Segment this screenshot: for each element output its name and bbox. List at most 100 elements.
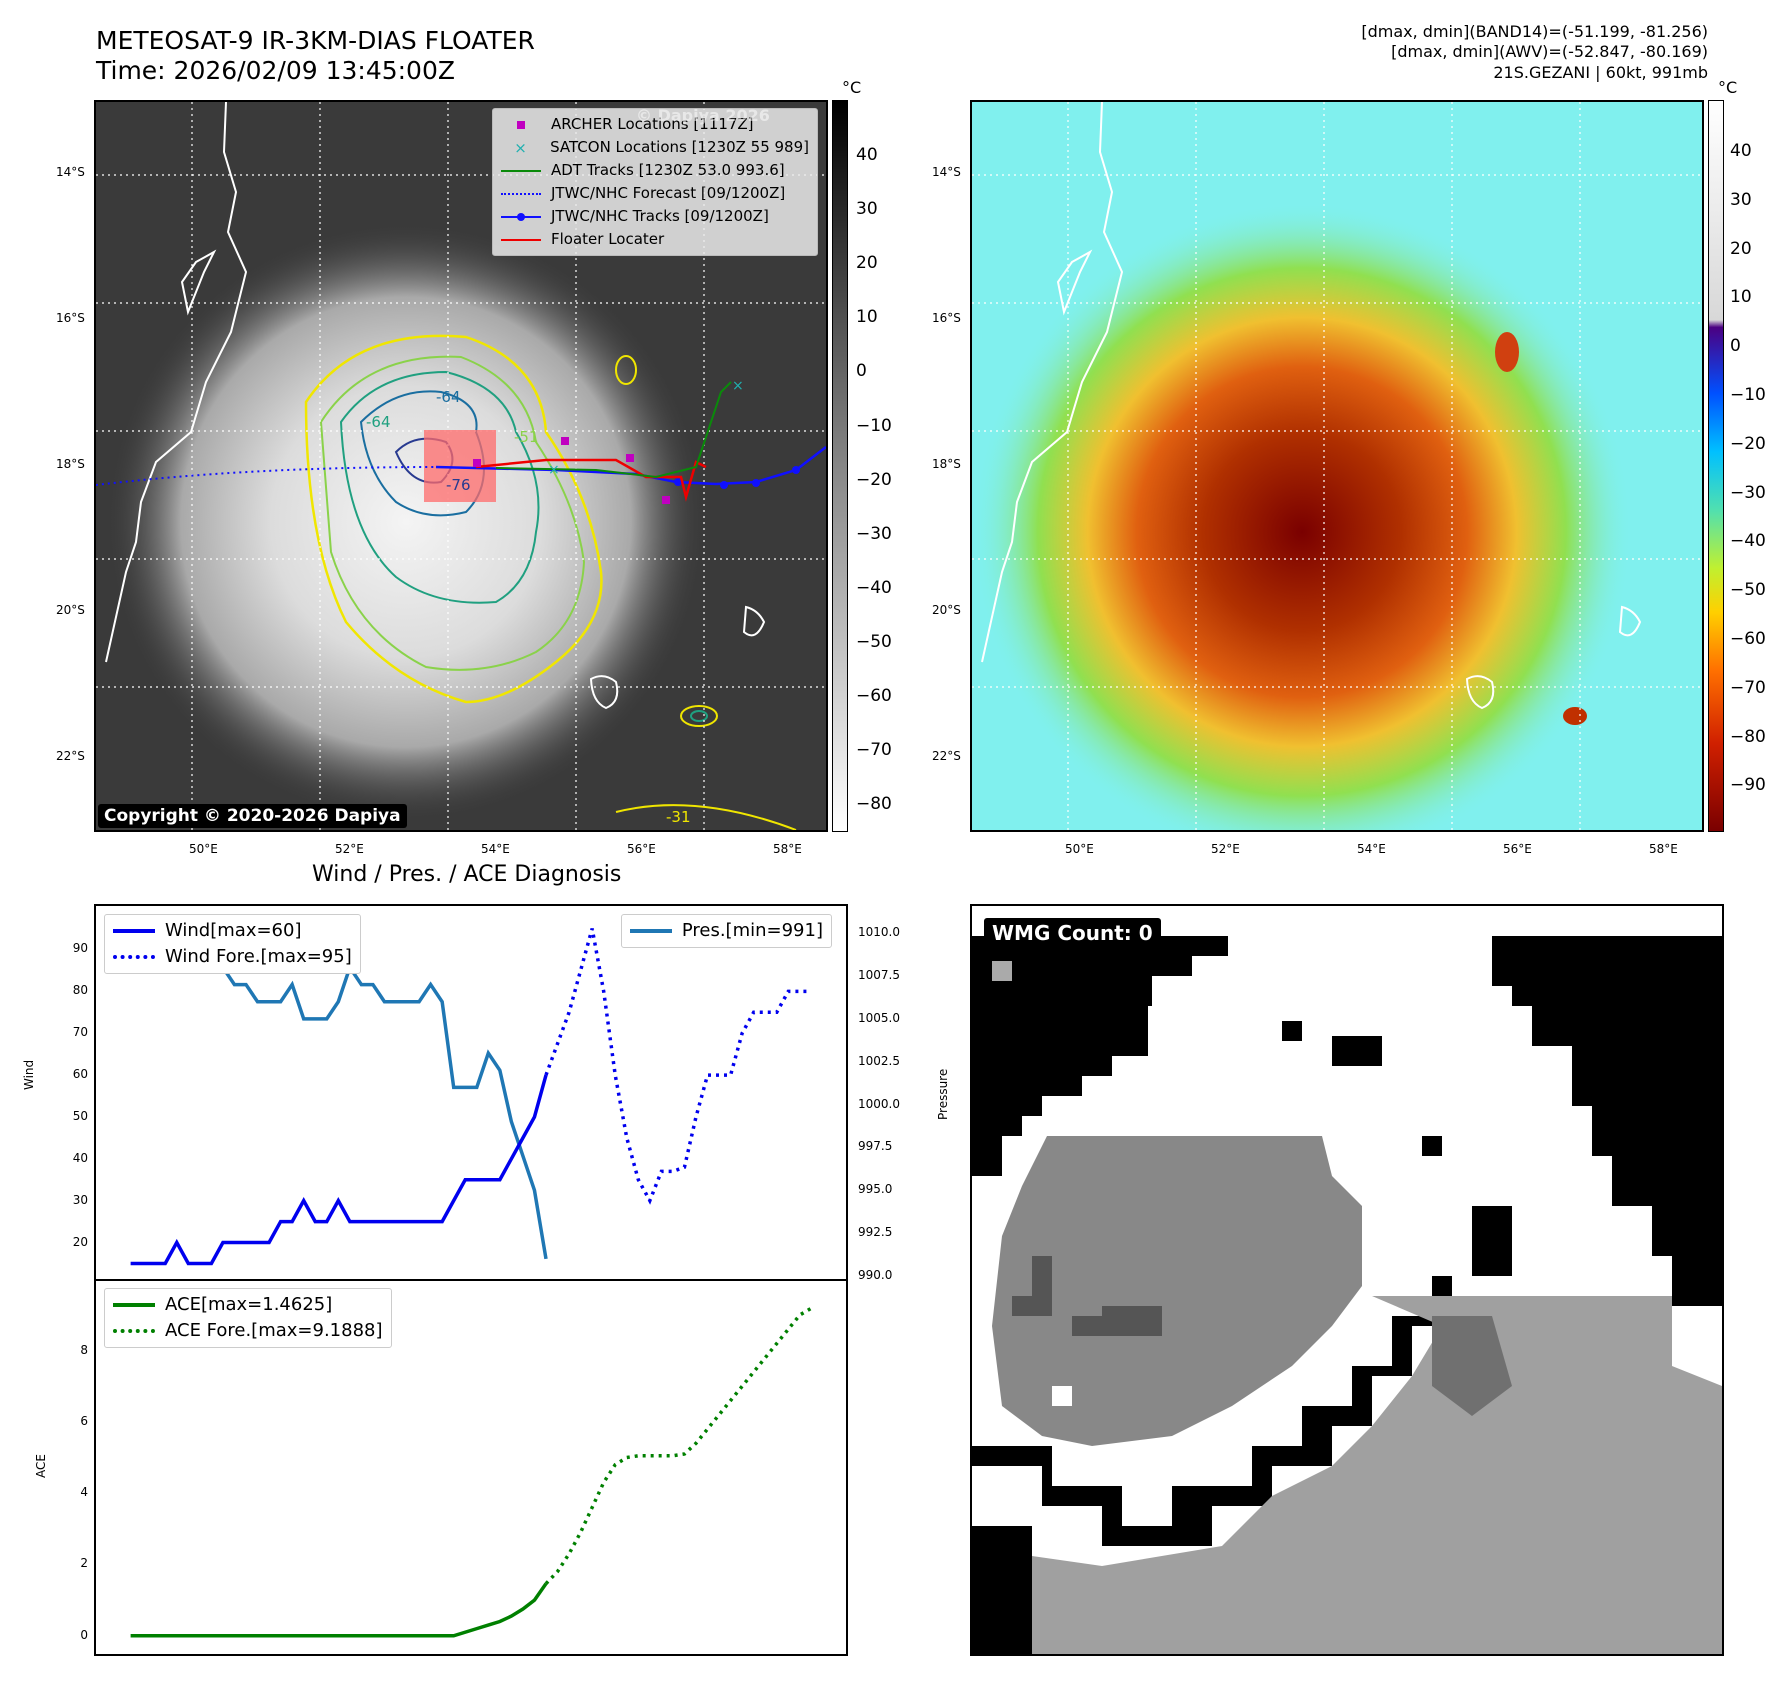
wind-line: [130, 1074, 548, 1266]
lat-label: 14°S: [56, 165, 85, 179]
colorbar-unit: °C: [842, 78, 862, 97]
colorbar-tick: 10: [856, 307, 878, 328]
colorbar-tick: −80: [1730, 726, 1766, 747]
wind-tick: 20: [72, 1234, 88, 1249]
satcon-marker: ×: [548, 462, 560, 478]
ir-map: × × -64 -64 -51 -76 -31: [96, 102, 826, 830]
legend-item-ace-fore: ACE Fore.[max=9.1888]: [113, 1318, 383, 1344]
colorbar-tick: 0: [856, 361, 867, 382]
reunion-outline: [589, 675, 619, 710]
ace-line: [130, 1582, 548, 1638]
ace-legend: ACE[max=1.4625] ACE Fore.[max=9.1888]: [104, 1288, 392, 1348]
contour-label: -76: [446, 476, 471, 494]
lon-label: 58°E: [773, 842, 802, 856]
legend-item-adt: ADT Tracks [1230Z 53.0 993.6]: [501, 159, 809, 182]
contour-yellow: [304, 334, 603, 704]
lon-label: 56°E: [1503, 842, 1532, 856]
wind-tick: 70: [72, 1025, 88, 1040]
wind-legend: Wind[max=60] Wind Fore.[max=95]: [104, 914, 361, 974]
cell-contour: [690, 710, 708, 722]
wind-tick: 50: [72, 1108, 88, 1123]
ace-forecast-line: [544, 1306, 813, 1585]
colorbar-tick: −90: [1730, 775, 1766, 796]
colorbar-tick: −60: [856, 686, 892, 706]
convective-cell: [1495, 332, 1519, 372]
pres-legend: Pres.[min=991]: [620, 914, 832, 948]
map-legend: ARCHER Locations [1117Z] × SATCON Locati…: [492, 108, 818, 256]
wind-tick: 80: [72, 983, 88, 998]
colorbar-tick: −20: [1730, 433, 1766, 454]
lon-label: 52°E: [1211, 842, 1240, 856]
copyright-badge: Copyright © 2020-2026 Dapiya: [98, 804, 407, 828]
island-outline: [1056, 249, 1093, 316]
legend-item-archer: ARCHER Locations [1117Z]: [501, 113, 809, 136]
lat-label: 16°S: [56, 311, 85, 325]
colorbar-tick: −40: [856, 577, 892, 598]
wind-axis-label: Wind: [22, 1059, 36, 1090]
wmg-cell: [992, 961, 1012, 981]
wmg-map: [972, 936, 1722, 1654]
contour-label: -64: [366, 413, 391, 431]
diagnosis-chart: [96, 928, 846, 1638]
wmg-black-region: [972, 936, 1722, 1654]
lon-label: 58°E: [1649, 842, 1678, 856]
legend-item-satcon: × SATCON Locations [1230Z 55 989]: [514, 138, 809, 157]
watermark: © Dapiya 2026: [636, 106, 770, 125]
storm-info: 21S.GEZANI | 60kt, 991mb: [1493, 63, 1708, 82]
legend-item-jtwc-forecast: JTWC/NHC Forecast [09/1200Z]: [501, 182, 809, 205]
ace-tick: 8: [80, 1342, 88, 1357]
adt-track: [495, 381, 732, 479]
colorbar-tick: −30: [856, 523, 892, 544]
map-gridlines: [96, 102, 826, 830]
wind-tick: 30: [72, 1192, 88, 1207]
colorbar-tick: −60: [1730, 629, 1766, 649]
pressure-tick: 1000.0: [858, 1096, 900, 1111]
contour-yellow-south: [615, 804, 797, 830]
cell-contour: [680, 705, 718, 727]
lat-label: 22°S: [56, 749, 85, 763]
lat-label: 14°S: [932, 165, 961, 179]
wmg-cell: [1052, 1386, 1072, 1406]
lon-label: 54°E: [1357, 842, 1386, 856]
colorbar-tick: 20: [856, 253, 878, 274]
band14-stats: [dmax, dmin](BAND14)=(-51.199, -81.256): [1361, 22, 1708, 41]
legend-item-floater: Floater Locater: [501, 228, 809, 251]
pressure-tick: 1007.5: [858, 968, 900, 982]
pressure-tick: 997.5: [858, 1139, 893, 1154]
pressure-tick: 992.5: [858, 1225, 893, 1240]
island-outline: [180, 249, 217, 316]
legend-item-wind: Wind[max=60]: [113, 918, 352, 944]
pressure-axis-label: Pressure: [936, 1068, 950, 1120]
wmg-dark-cells: [1012, 1256, 1162, 1336]
colorbar-tick: −10: [1730, 385, 1766, 405]
pressure-tick: 990.0: [858, 1268, 893, 1282]
colorbar-tick: 0: [1730, 336, 1741, 357]
ace-tick: 6: [80, 1413, 88, 1428]
ace-axis-label: ACE: [34, 1454, 48, 1478]
pressure-tick: 1010.0: [858, 925, 900, 940]
cyclone-cloud: [106, 222, 706, 822]
lat-label: 20°S: [56, 603, 85, 617]
colorbar-tick: 30: [1730, 189, 1752, 210]
wind-tick: 60: [72, 1067, 88, 1082]
colorbar-tick: 30: [856, 199, 878, 220]
reunion-outline: [1465, 675, 1495, 710]
wind-forecast-line: [544, 928, 812, 1205]
awv-map: [972, 102, 1702, 830]
cell-contour: [615, 355, 637, 385]
lon-label: 50°E: [189, 842, 218, 856]
mauritius-outline: [1618, 605, 1642, 637]
wind-tick: 90: [72, 941, 88, 956]
colorbar-tick: 10: [1730, 287, 1752, 308]
chart-title: METEOSAT-9 IR-3KM-DIAS FLOATER: [96, 26, 535, 55]
convective-cell: [1563, 707, 1587, 725]
pressure-tick: 995.0: [858, 1182, 893, 1197]
wmg-gray-region: [992, 1136, 1362, 1446]
cyclone-enhanced: [972, 202, 1632, 830]
colorbar-tick: −20: [856, 469, 892, 490]
lat-label: 18°S: [56, 457, 85, 471]
colorbar-tick: 20: [1730, 238, 1752, 259]
colorbar-tick: −30: [1730, 482, 1766, 503]
lon-label: 50°E: [1065, 842, 1094, 856]
legend-item-pres: Pres.[min=991]: [629, 918, 823, 944]
